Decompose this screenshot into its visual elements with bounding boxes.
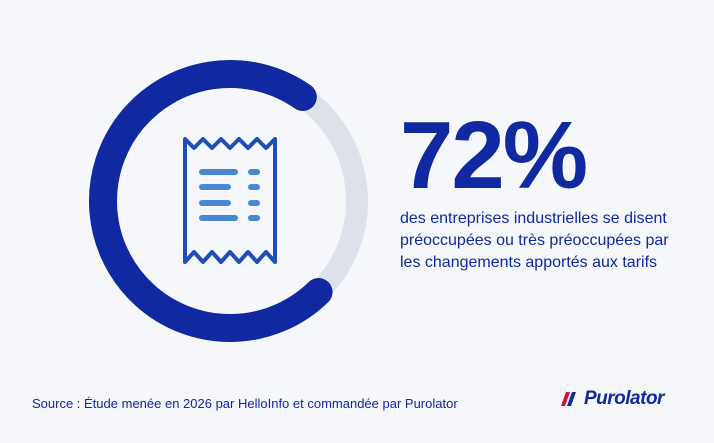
receipt-icon [183, 137, 277, 264]
stat-value: 72% [400, 102, 588, 209]
brand-stripes-icon [561, 392, 576, 406]
stat-description: des entreprises industrielles se disent … [400, 210, 669, 271]
source-note: Source : Étude menée en 2026 par HelloIn… [32, 396, 458, 411]
donut-progress-arc [89, 60, 333, 342]
purolator-logo: Purolator [560, 388, 664, 410]
brand-name: Purolator [584, 388, 664, 409]
